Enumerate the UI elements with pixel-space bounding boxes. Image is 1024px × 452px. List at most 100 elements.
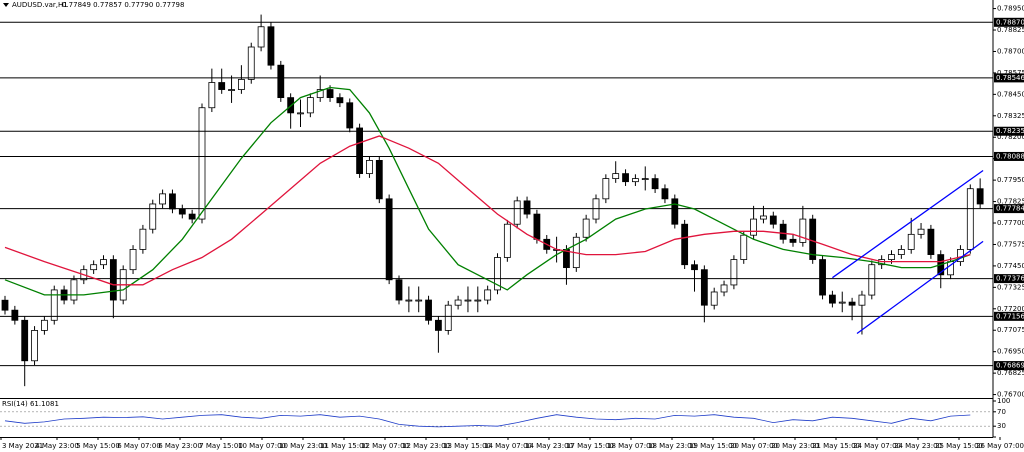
candle-body [41, 319, 48, 331]
candle-body [336, 97, 344, 104]
candle-body [740, 234, 748, 260]
candle-body [760, 215, 767, 220]
x-tick-label: 20 May 23:00 [771, 442, 819, 450]
candle-body [661, 188, 669, 200]
x-tick-label: 14 May 07:00 [484, 442, 532, 450]
candle-body [503, 223, 511, 258]
candle-body [474, 299, 482, 302]
y-tick-label: 0.77200 [997, 305, 1024, 313]
candle-body [306, 97, 314, 114]
candle-body [858, 294, 866, 306]
candle-body [109, 259, 117, 301]
rsi-tick-label: 30 [997, 422, 1006, 430]
x-tick-label: 12 May 23:00 [402, 442, 450, 450]
candle-body [907, 233, 915, 250]
candle-body [257, 26, 265, 48]
y-tick-label: 0.78700 [997, 47, 1024, 55]
x-tick-label: 24 May 23:00 [894, 442, 942, 450]
candle-body [720, 284, 728, 293]
candle-body [444, 304, 452, 331]
candle-body [50, 289, 58, 321]
level-box [994, 126, 1024, 136]
y-tick-label: 0.78575 [997, 69, 1024, 77]
x-tick-label: 20 May 07:00 [730, 442, 778, 450]
candle-body [188, 213, 196, 220]
rsi-tick-label: 100 [997, 397, 1010, 405]
level-label: 0.77376 [996, 275, 1024, 283]
candle-body [612, 173, 620, 179]
x-tick-label: 14 May 23:00 [525, 442, 573, 450]
candle-body [966, 188, 974, 250]
candle-body [838, 301, 846, 304]
x-tick-label: 25 May 15:00 [935, 442, 983, 450]
y-tick-label: 0.77325 [997, 283, 1024, 291]
candle-body [21, 319, 29, 362]
x-tick-label: 3 May 2021 [2, 442, 43, 450]
candle-body [769, 215, 777, 225]
candle-body [641, 178, 649, 180]
candle-body [139, 228, 147, 250]
candle-body [11, 309, 19, 321]
candle-body [700, 269, 708, 306]
candle-body [90, 264, 98, 271]
candle-body [927, 228, 935, 255]
candle-body [198, 107, 206, 220]
candle-body [799, 218, 807, 243]
candle-body [848, 301, 856, 306]
candle-body [247, 46, 255, 80]
y-tick-label: 0.78450 [997, 90, 1024, 98]
candle-body [494, 257, 501, 291]
candle-body [228, 89, 235, 91]
candle-body [868, 264, 876, 296]
candle-body [31, 330, 38, 362]
candle-body [681, 223, 689, 266]
candle-body [129, 249, 137, 271]
level-label: 0.78546 [996, 74, 1024, 82]
y-tick-label: 0.78950 [997, 5, 1024, 13]
x-tick-label: 7 May 15:00 [199, 442, 243, 450]
symbol: AUDUSD.var,H1 [12, 1, 68, 9]
candle-body [897, 249, 905, 255]
candle-body [415, 299, 423, 302]
level-box [994, 361, 1024, 371]
y-tick-label: 0.77700 [997, 219, 1024, 227]
candle-body [100, 259, 107, 266]
candle-body [237, 79, 245, 90]
level-label: 0.77784 [996, 205, 1024, 213]
candle-body [395, 279, 403, 301]
y-tick-label: 0.77575 [997, 240, 1024, 248]
y-tick-label: 0.78200 [997, 133, 1024, 141]
candle-body [651, 178, 659, 190]
rsi-line [4, 414, 971, 428]
candle-body [819, 259, 826, 296]
y-tick-label: 0.77950 [997, 176, 1024, 184]
x-tick-label: 18 May 07:00 [607, 442, 655, 450]
candle-body [375, 160, 383, 200]
candle-body [70, 279, 78, 301]
x-tick-label: 6 May 23:00 [158, 442, 202, 450]
y-tick-label: 0.78825 [997, 26, 1024, 34]
candle-body [710, 291, 718, 306]
ohlc-readout: 0.77849 0.77857 0.77790 0.77798 [62, 1, 184, 9]
x-tick-label: 19 May 15:00 [689, 442, 737, 450]
menu-arrow [3, 3, 9, 7]
price-line [832, 169, 984, 279]
level-label: 0.76869 [996, 362, 1024, 370]
x-tick-label: 10 May 07:00 [238, 442, 286, 450]
x-tick-label: 18 May 23:00 [648, 442, 696, 450]
candle-body [976, 188, 984, 205]
candle-body [425, 299, 432, 321]
candle-body [691, 264, 698, 271]
candle-body [1, 299, 9, 311]
candle-body [622, 173, 629, 183]
rsi-tick-label: 70 [997, 408, 1006, 416]
candle-body [434, 319, 442, 331]
candle-body [178, 208, 186, 215]
y-tick-label: 0.76950 [997, 348, 1024, 356]
candle-body [149, 203, 157, 230]
candle-body [405, 299, 413, 302]
candle-body [366, 160, 373, 175]
x-tick-label: 6 May 07:00 [117, 442, 161, 450]
price-line [4, 86, 971, 296]
